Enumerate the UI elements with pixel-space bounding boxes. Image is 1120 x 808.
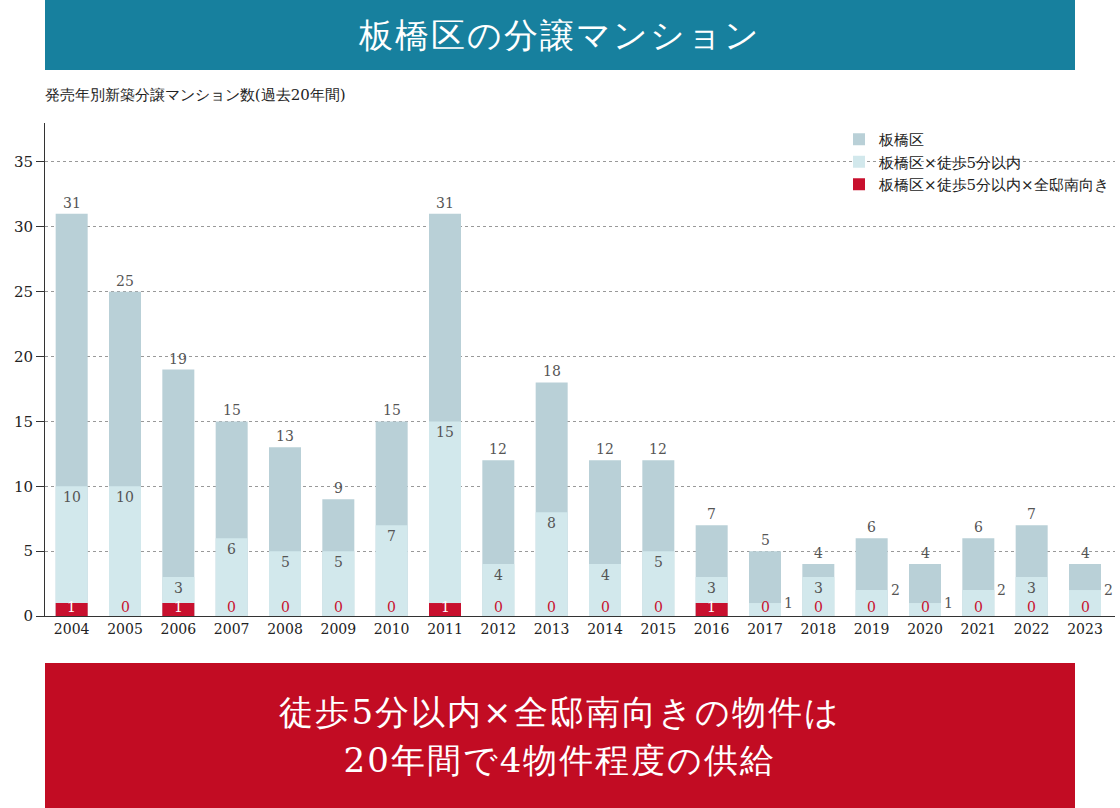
svg-text:7: 7 [707, 506, 716, 522]
svg-text:2020: 2020 [907, 621, 943, 637]
svg-text:0: 0 [547, 599, 556, 615]
svg-text:5: 5 [334, 554, 343, 570]
svg-text:2015: 2015 [641, 621, 677, 637]
svg-text:1: 1 [944, 595, 953, 611]
html-text:20年間で4物件程度の供給: 20年間で4物件程度の供給 [343, 739, 777, 780]
svg-text:31: 31 [63, 195, 81, 211]
svg-text:2017: 2017 [747, 621, 783, 637]
svg-text:12: 12 [649, 441, 667, 457]
svg-text:0: 0 [974, 599, 983, 615]
svg-text:0: 0 [1081, 599, 1090, 615]
svg-text:30: 30 [14, 218, 33, 236]
svg-text:31: 31 [436, 195, 454, 211]
svg-text:2023: 2023 [1067, 621, 1103, 637]
svg-text:1: 1 [67, 599, 76, 615]
svg-text:4: 4 [814, 545, 823, 561]
svg-text:発売年別新築分譲マンション数(過去20年間): 発売年別新築分譲マンション数(過去20年間) [45, 86, 346, 104]
svg-text:2012: 2012 [481, 621, 517, 637]
svg-text:18: 18 [543, 363, 561, 379]
svg-text:2022: 2022 [1014, 621, 1050, 637]
svg-text:5: 5 [23, 542, 33, 560]
svg-text:3: 3 [174, 580, 183, 596]
svg-text:4: 4 [921, 545, 930, 561]
svg-text:5: 5 [654, 554, 663, 570]
html-text:板橋区の分譲マンション: 板橋区の分譲マンション [359, 15, 761, 55]
svg-text:7: 7 [1027, 506, 1036, 522]
svg-text:12: 12 [489, 441, 507, 457]
svg-text:板橋区×徒歩5分以内×全邸南向き: 板橋区×徒歩5分以内×全邸南向き [878, 176, 1109, 194]
svg-text:0: 0 [601, 599, 610, 615]
svg-text:0: 0 [281, 599, 290, 615]
svg-text:0: 0 [334, 599, 343, 615]
svg-text:8: 8 [547, 515, 556, 531]
svg-text:0: 0 [494, 599, 503, 615]
svg-text:3: 3 [707, 580, 716, 596]
svg-text:2013: 2013 [534, 621, 570, 637]
svg-text:20: 20 [14, 348, 33, 366]
svg-text:1: 1 [707, 599, 716, 615]
svg-text:2011: 2011 [427, 621, 463, 637]
svg-text:15: 15 [436, 424, 454, 440]
svg-text:6: 6 [974, 519, 983, 535]
svg-text:12: 12 [596, 441, 614, 457]
svg-text:4: 4 [1081, 545, 1090, 561]
svg-text:9: 9 [334, 480, 343, 496]
svg-text:25: 25 [116, 273, 134, 289]
svg-text:2009: 2009 [321, 621, 357, 637]
svg-text:10: 10 [14, 478, 33, 496]
svg-text:0: 0 [1027, 599, 1036, 615]
svg-text:35: 35 [14, 153, 33, 171]
svg-text:3: 3 [814, 580, 823, 596]
svg-text:0: 0 [654, 599, 663, 615]
svg-text:5: 5 [281, 554, 290, 570]
svg-text:2008: 2008 [267, 621, 303, 637]
html-text:徒歩5分以内×全邸南向きの物件は: 徒歩5分以内×全邸南向きの物件は [279, 691, 841, 732]
svg-text:2019: 2019 [854, 621, 890, 637]
svg-text:1: 1 [174, 599, 183, 615]
svg-text:25: 25 [14, 283, 33, 301]
svg-text:板橋区×徒歩5分以内: 板橋区×徒歩5分以内 [878, 154, 1021, 172]
svg-text:2016: 2016 [694, 621, 730, 637]
svg-text:15: 15 [14, 413, 33, 431]
svg-text:2010: 2010 [374, 621, 410, 637]
svg-text:19: 19 [169, 351, 187, 367]
svg-text:6: 6 [867, 519, 876, 535]
svg-text:2006: 2006 [161, 621, 197, 637]
svg-text:0: 0 [814, 599, 823, 615]
svg-text:10: 10 [116, 489, 134, 505]
svg-text:15: 15 [223, 402, 241, 418]
svg-text:0: 0 [23, 607, 33, 625]
svg-text:2004: 2004 [54, 621, 90, 637]
svg-text:7: 7 [387, 528, 396, 544]
svg-text:6: 6 [227, 541, 236, 557]
svg-text:0: 0 [761, 599, 770, 615]
svg-text:0: 0 [227, 599, 236, 615]
svg-text:4: 4 [601, 567, 610, 583]
svg-text:2021: 2021 [961, 621, 997, 637]
svg-text:0: 0 [921, 599, 930, 615]
svg-text:3: 3 [1027, 580, 1036, 596]
svg-text:13: 13 [276, 428, 294, 444]
svg-text:2: 2 [997, 582, 1006, 598]
svg-text:0: 0 [387, 599, 396, 615]
svg-text:1: 1 [784, 595, 793, 611]
svg-text:4: 4 [494, 567, 503, 583]
svg-text:1: 1 [441, 599, 450, 615]
svg-text:10: 10 [63, 489, 81, 505]
svg-text:2005: 2005 [107, 621, 143, 637]
svg-text:15: 15 [383, 402, 401, 418]
svg-text:2: 2 [1104, 582, 1113, 598]
svg-text:0: 0 [867, 599, 876, 615]
svg-text:2014: 2014 [587, 621, 623, 637]
svg-text:5: 5 [761, 532, 770, 548]
svg-text:2: 2 [891, 582, 900, 598]
svg-text:2007: 2007 [214, 621, 250, 637]
svg-text:0: 0 [121, 599, 130, 615]
svg-text:板橋区: 板橋区 [878, 131, 924, 149]
svg-text:2018: 2018 [801, 621, 837, 637]
